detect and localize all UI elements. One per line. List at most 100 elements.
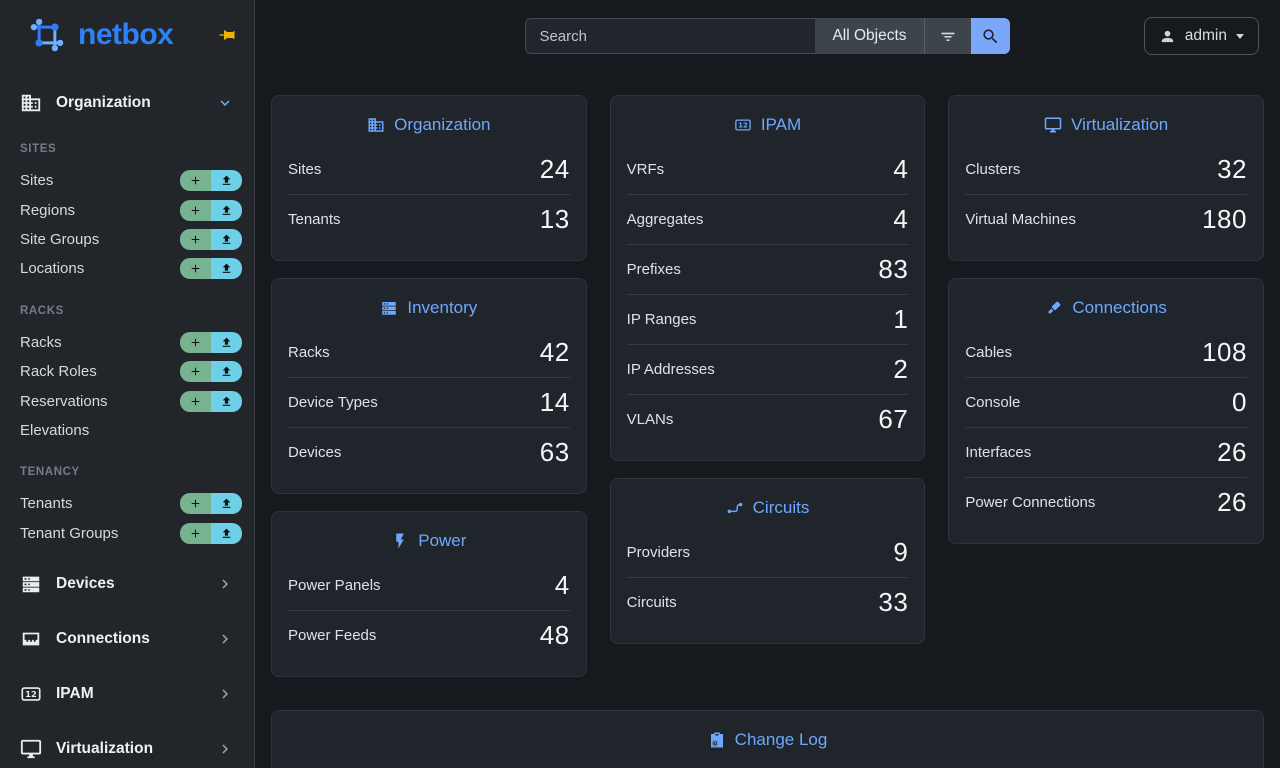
chevron-down-icon (216, 94, 234, 112)
import-button[interactable] (211, 390, 242, 412)
add-button[interactable] (180, 493, 211, 515)
card-virtualization-title[interactable]: Virtualization (965, 110, 1247, 144)
monitor-icon (20, 738, 42, 760)
stat-row-interfaces[interactable]: Interfaces 26 (965, 427, 1247, 477)
card-circuits-title[interactable]: Circuits (627, 493, 909, 527)
add-button[interactable] (180, 361, 211, 383)
cable-plug-icon (1045, 299, 1063, 317)
netbox-logo-icon[interactable] (26, 14, 68, 56)
stat-row-console[interactable]: Console 0 (965, 377, 1247, 427)
card-ipam: 12 IPAM VRFs 4 Aggregates 4 Prefixes (609, 95, 926, 461)
card-circuits: Circuits Providers 9 Circuits 33 (609, 478, 926, 644)
stat-row-virtual-machines[interactable]: Virtual Machines 180 (965, 194, 1247, 244)
card-change-log-title[interactable]: Change Log (288, 730, 1247, 750)
card-organization: Organization Sites 24 Tenants 13 (271, 95, 587, 261)
import-button[interactable] (211, 258, 242, 280)
magnifier-icon (981, 27, 1000, 46)
sidebar-group-devices[interactable]: Devices (0, 565, 254, 603)
sidebar-group-connections[interactable]: Connections (0, 620, 254, 658)
user-label: admin (1184, 27, 1227, 44)
stat-row-power-connections[interactable]: Power Connections 26 (965, 477, 1247, 527)
sidebar-item-sites[interactable]: Sites (0, 166, 254, 195)
svg-text:12: 12 (738, 122, 748, 130)
import-button[interactable] (211, 199, 242, 221)
sidebar-item-rack-roles[interactable]: Rack Roles (0, 357, 254, 386)
stat-row-power-feeds[interactable]: Power Feeds 48 (288, 610, 570, 660)
transit-connection-icon (726, 499, 744, 517)
building-icon (20, 92, 42, 114)
card-organization-title[interactable]: Organization (288, 110, 570, 144)
add-button[interactable] (180, 229, 211, 251)
sidebar-section-sites: SITES (20, 143, 57, 155)
pin-sidebar-button[interactable] (216, 24, 238, 46)
counter-123-icon: 12 (734, 116, 752, 134)
add-button[interactable] (180, 258, 211, 280)
brand-wordmark[interactable]: netbox (78, 18, 174, 51)
sidebar-item-elevations[interactable]: Elevations (20, 422, 90, 440)
import-button[interactable] (211, 229, 242, 251)
import-button[interactable] (211, 522, 242, 544)
sidebar-item-site-groups[interactable]: Site Groups (0, 225, 254, 254)
stat-row-providers[interactable]: Providers 9 (626, 536, 909, 567)
import-button[interactable] (211, 493, 242, 515)
stat-row-device-types[interactable]: Device Types 14 (288, 377, 570, 427)
sidebar-item-locations[interactable]: Locations (0, 254, 254, 283)
stat-row-sites[interactable]: Sites 24 (288, 153, 570, 184)
import-button[interactable] (211, 331, 242, 353)
stat-row-vlans[interactable]: VLANs 67 (626, 394, 909, 444)
search-submit-button[interactable] (970, 18, 1010, 54)
stat-row-ip-ranges[interactable]: IP Ranges 1 (626, 294, 909, 344)
sidebar-item-tenants[interactable]: Tenants (0, 489, 254, 518)
server-stack-icon (20, 573, 42, 595)
sidebar-item-regions[interactable]: Regions (0, 195, 254, 224)
user-menu-button[interactable]: admin (1143, 17, 1259, 55)
sidebar-group-label: Organization (56, 94, 151, 111)
sidebar-item-reservations[interactable]: Reservations (0, 386, 254, 415)
add-button[interactable] (180, 331, 211, 353)
stat-row-tenants[interactable]: Tenants 13 (288, 194, 570, 244)
card-inventory-title[interactable]: Inventory (288, 293, 570, 327)
sidebar-group-virtualization[interactable]: Virtualization (0, 730, 254, 768)
card-connections-title[interactable]: Connections (965, 293, 1247, 327)
add-button[interactable] (180, 522, 211, 544)
search-scope-dropdown[interactable]: All Objects (815, 18, 924, 54)
stat-row-circuits[interactable]: Circuits 33 (626, 577, 909, 627)
stat-row-racks[interactable]: Racks 42 (288, 336, 570, 367)
sidebar-item-tenant-groups[interactable]: Tenant Groups (0, 519, 254, 548)
person-icon (1159, 28, 1176, 45)
add-button[interactable] (180, 390, 211, 412)
add-button[interactable] (180, 199, 211, 221)
card-virtualization: Virtualization Clusters 32 Virtual Machi… (948, 95, 1264, 261)
counter-123-icon: 12 (20, 683, 42, 705)
search-input[interactable] (525, 18, 816, 54)
caret-down-icon (1236, 33, 1244, 39)
card-connections: Connections Cables 108 Console 0 Interfa… (948, 278, 1264, 544)
add-button[interactable] (180, 170, 211, 192)
card-inventory: Inventory Racks 42 Device Types 14 Devic… (271, 278, 587, 494)
stat-row-devices[interactable]: Devices 63 (288, 427, 570, 477)
stat-row-cables[interactable]: Cables 108 (965, 336, 1247, 367)
stat-row-power-panels[interactable]: Power Panels 4 (288, 569, 570, 600)
sidebar-group-ipam[interactable]: 12 IPAM (0, 675, 254, 713)
import-button[interactable] (211, 170, 242, 192)
stat-row-clusters[interactable]: Clusters 32 (965, 153, 1247, 184)
search-filter-button[interactable] (923, 18, 971, 54)
card-ipam-title[interactable]: 12 IPAM (627, 110, 909, 144)
stat-row-prefixes[interactable]: Prefixes 83 (626, 244, 909, 294)
sidebar: netbox Organization SITES Sites Regions (0, 0, 255, 768)
topbar: All Objects admin (255, 0, 1280, 72)
server-stack-icon (380, 299, 398, 317)
filter-lines-icon (938, 26, 958, 46)
stat-row-vrfs[interactable]: VRFs 4 (626, 153, 909, 184)
stat-row-ip-addresses[interactable]: IP Addresses 2 (626, 344, 909, 394)
chevron-right-icon (216, 575, 234, 593)
sidebar-item-racks[interactable]: Racks (0, 328, 254, 357)
sidebar-group-organization[interactable]: Organization (0, 84, 254, 122)
stat-row-aggregates[interactable]: Aggregates 4 (626, 194, 909, 244)
sidebar-section-tenancy: TENANCY (20, 466, 80, 479)
global-search: All Objects (525, 18, 1010, 54)
building-icon (367, 116, 385, 134)
import-button[interactable] (211, 361, 242, 383)
card-power-title[interactable]: Power (288, 526, 570, 560)
ethernet-port-icon (20, 628, 42, 650)
